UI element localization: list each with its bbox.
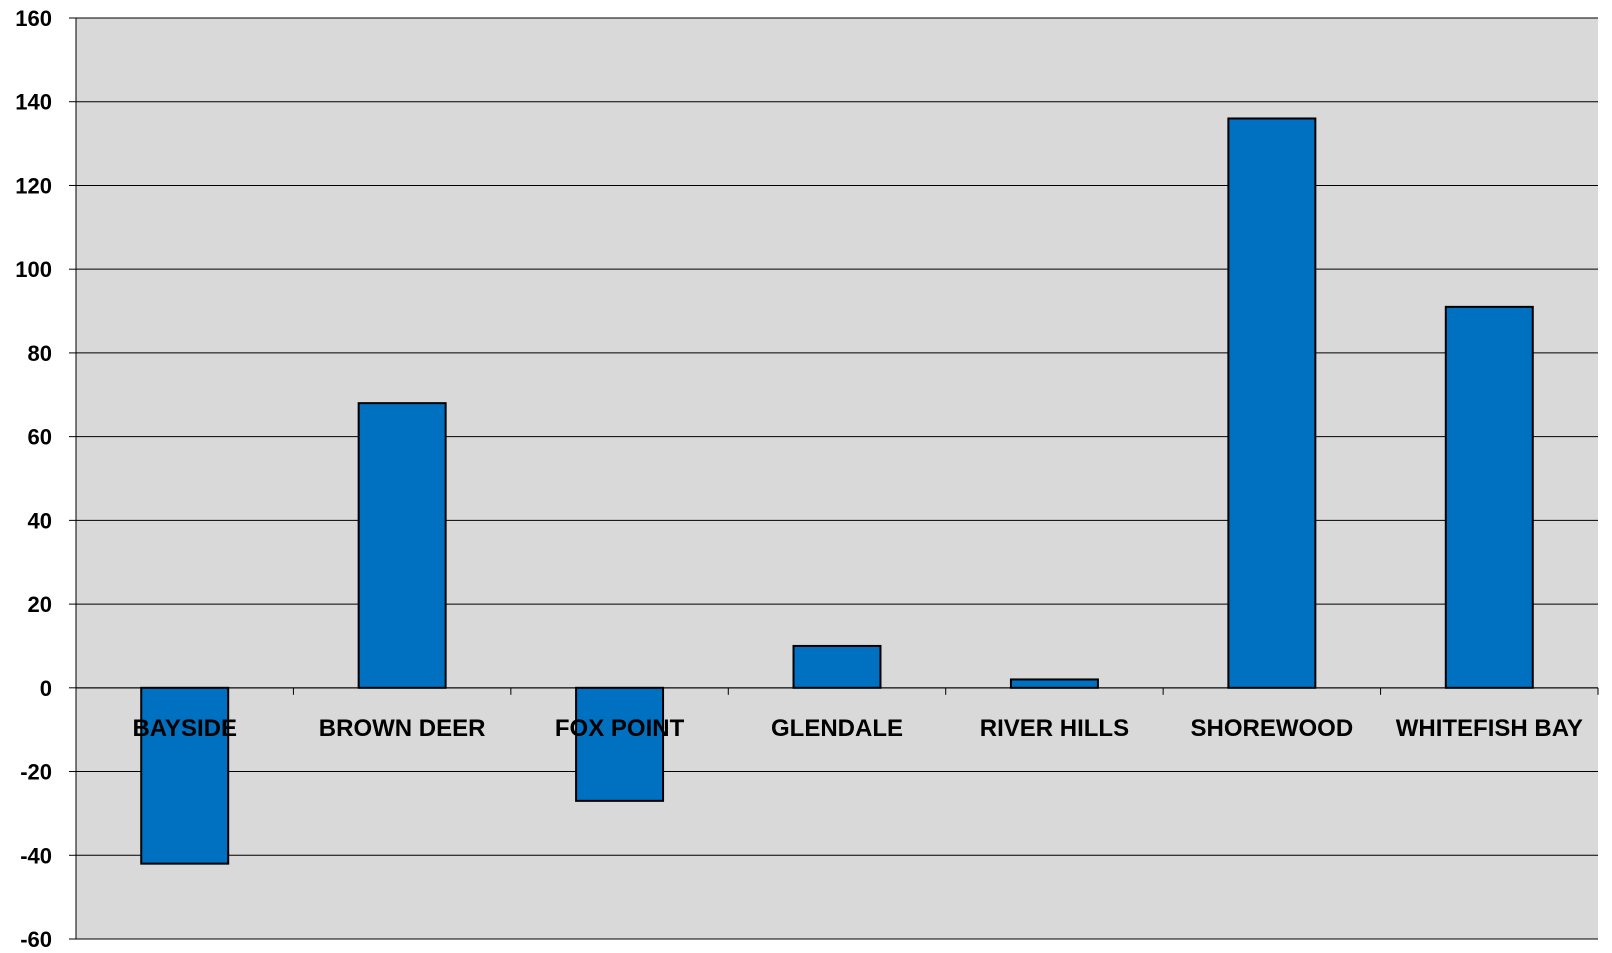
y-tick-label: 100 [15,257,52,282]
y-tick-label: 160 [15,6,52,31]
bar [1227,117,1317,689]
y-tick-label: -40 [20,843,52,868]
bars [140,117,1534,865]
y-tick-label: 60 [28,425,52,450]
y-tick-label: 0 [40,676,52,701]
x-category-label: BAYSIDE [132,715,236,742]
x-category-label: GLENDALE [771,715,903,742]
y-tick-label: -60 [20,927,52,952]
y-tick-label: 80 [28,341,52,366]
bar [1444,305,1534,689]
labels: 160 140 120 100 80 60 40 20 0 -20 -40 -60 BAYSIDE BRO… [15,6,1583,952]
bar [575,686,665,802]
y-tick-label: 140 [15,90,52,115]
bar [357,402,447,689]
x-category-label: BROWN DEER [319,715,486,742]
x-category-label: SHOREWOOD [1191,715,1354,742]
y-tick-label: 40 [28,508,52,533]
x-category-label: RIVER HILLS [980,715,1129,742]
y-tick-label: -20 [20,760,52,785]
x-category-label: WHITEFISH BAY [1396,715,1583,742]
x-category-label: FOX POINT [555,715,685,742]
y-tick-label: 120 [15,173,52,198]
axes [69,17,1599,940]
bar [792,644,882,689]
bar [140,686,230,865]
y-tick-label: 20 [28,592,52,617]
plot-area [76,18,1598,939]
bar [1009,678,1099,689]
